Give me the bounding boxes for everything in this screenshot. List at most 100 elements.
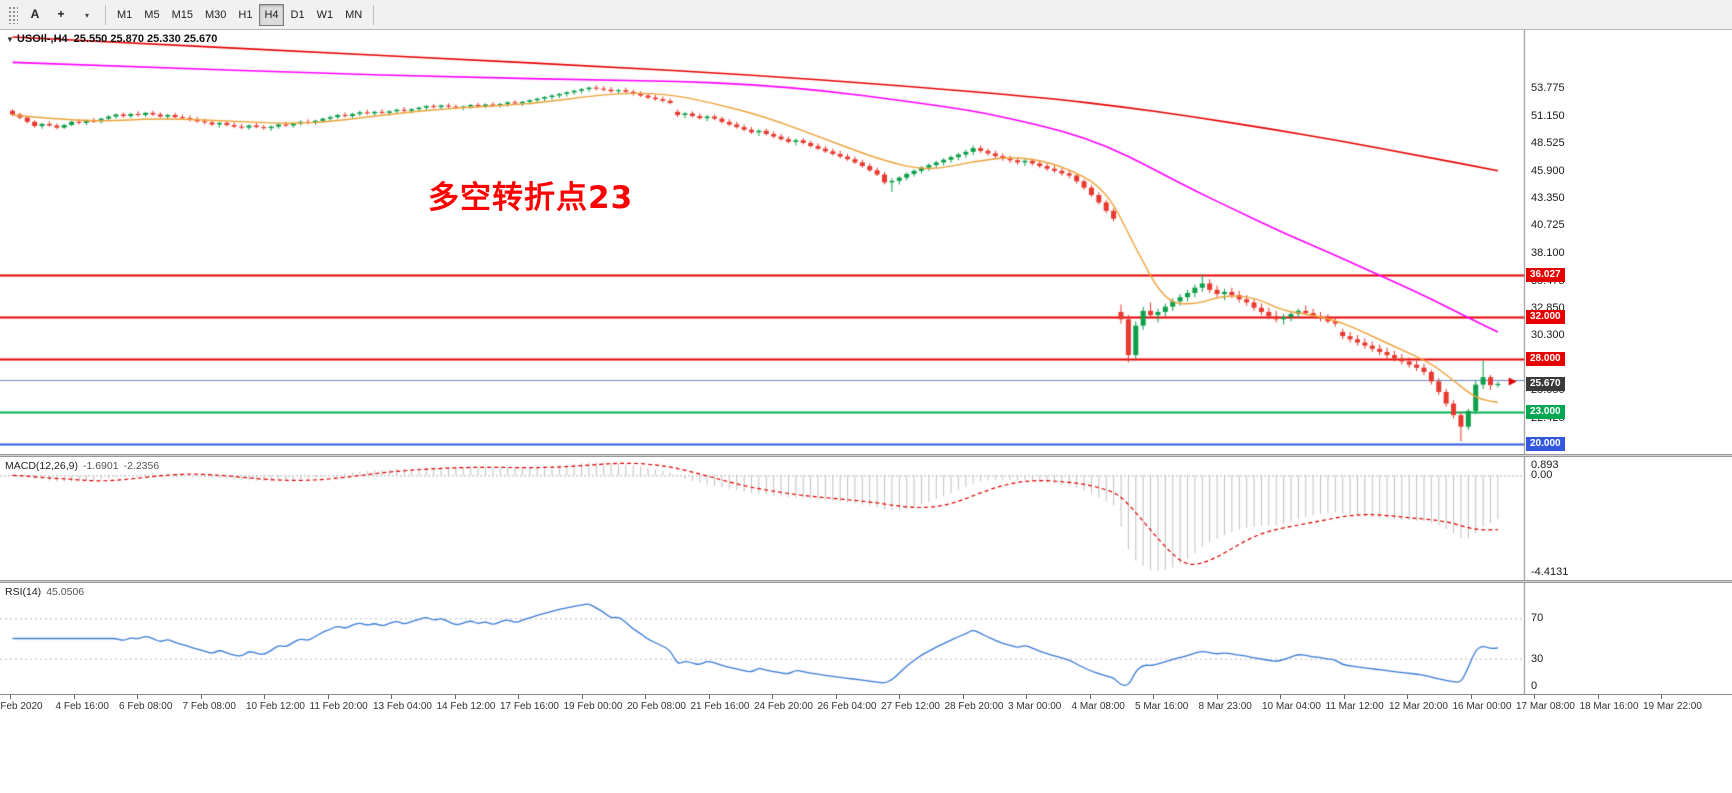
ohlc-values: 25.550 25.870 25.330 25.670 <box>73 33 218 45</box>
timeframe-button-d1[interactable]: D1 <box>290 8 305 21</box>
price-badge-20.000: 20.000 <box>1526 436 1565 451</box>
time-tick <box>73 695 75 699</box>
top-toolbar: A + ▾ M1 M5 M15 M30 H1 H4 D1 W1 MN <box>0 0 1732 30</box>
rsi-label: RSI(14) 45.0506 <box>5 586 84 598</box>
time-tick <box>264 695 265 699</box>
time-axis-label: 28 Feb 20:00 <box>944 701 1004 712</box>
macd-canvas[interactable] <box>0 457 1732 580</box>
time-axis-label: 10 Feb 12:00 <box>246 701 305 712</box>
time-tick <box>962 695 964 699</box>
timeframe-button-h1[interactable]: H1 <box>238 8 253 21</box>
time-axis-label: 10 Mar 04:00 <box>1262 701 1321 712</box>
time-tick <box>645 695 646 699</box>
time-axis-label: 3 Feb 2020 <box>0 701 43 712</box>
time-tick <box>1026 695 1027 699</box>
price-axis-label: 43.350 <box>1531 191 1565 204</box>
price-axis-label: 30.300 <box>1531 329 1565 342</box>
time-axis-label: 26 Feb 04:00 <box>817 701 877 712</box>
rsi-axis-label: 70 <box>1531 612 1544 625</box>
timeframe-button-mn[interactable]: MN <box>345 8 363 21</box>
price-badge-25.670: 25.670 <box>1526 376 1565 391</box>
time-tick <box>518 695 519 699</box>
time-tick <box>10 695 11 699</box>
timeframe-button-m5[interactable]: M5 <box>144 8 160 21</box>
time-axis-label: 8 Mar 23:00 <box>1198 701 1252 712</box>
rsi-panel: RSI(14) 45.0506 70 30 0 <box>0 583 1732 694</box>
time-tick <box>454 695 456 699</box>
time-tick <box>1534 695 1535 699</box>
time-tick <box>708 695 710 699</box>
time-axis-label: 6 Feb 08:00 <box>119 701 173 712</box>
chart-title: ▼ USOIl-,H4 25.550 25.870 25.330 25.670 <box>6 33 217 45</box>
timeframe-button-m30[interactable]: M30 <box>204 8 227 21</box>
time-tick <box>200 695 202 699</box>
price-axis-label: 40.725 <box>1531 219 1565 232</box>
price-axis-label: 53.775 <box>1531 81 1565 94</box>
timeframe-button-m1[interactable]: M1 <box>117 8 133 21</box>
price-badge-28.000: 28.000 <box>1526 352 1565 367</box>
rsi-axis-label: 0 <box>1531 680 1538 692</box>
tool-dropdown[interactable]: ▾ <box>84 10 89 20</box>
price-axis-label: 48.525 <box>1531 137 1565 150</box>
macd-name: MACD(12,26,9) <box>5 460 78 472</box>
time-axis-label: 4 Feb 16:00 <box>55 701 109 712</box>
time-tick <box>1089 695 1091 699</box>
macd-panel: MACD(12,26,9) -1.6901 -2.2356 0.893 0.00 -4.… <box>0 457 1732 580</box>
text-tool[interactable]: A <box>30 6 40 21</box>
main-chart-panel: ▼ USOIl-,H4 25.550 25.870 25.330 25.670 多空… <box>0 30 1732 454</box>
time-axis-label: 20 Feb 08:00 <box>627 701 686 712</box>
timeframe-button-h4[interactable]: H4 <box>259 3 284 26</box>
time-axis-label: 12 Mar 20:00 <box>1389 701 1448 712</box>
price-badge-36.027: 36.027 <box>1526 267 1565 282</box>
time-tick <box>1661 695 1662 699</box>
macd-axis-label: -4.4131 <box>1531 566 1569 578</box>
time-tick <box>1597 695 1599 699</box>
time-axis-label: 7 Feb 08:00 <box>182 701 236 712</box>
time-axis-label: 19 Feb 00:00 <box>563 701 623 712</box>
time-axis-label: 17 Mar 08:00 <box>1516 701 1575 712</box>
time-axis-label: 5 Mar 16:00 <box>1135 701 1189 712</box>
time-axis-label: 19 Mar 22:00 <box>1643 701 1702 712</box>
time-tick <box>1280 695 1281 699</box>
time-tick <box>835 695 837 699</box>
toolbar-grip[interactable] <box>8 5 18 24</box>
timeframe-button-m15[interactable]: M15 <box>171 8 193 21</box>
time-tick <box>772 695 773 699</box>
price-badge-23.000: 23.000 <box>1526 404 1565 419</box>
price-badge-32.000: 32.000 <box>1526 310 1565 325</box>
time-tick <box>327 695 329 699</box>
rsi-value: 45.0506 <box>46 586 85 598</box>
time-axis-label: 24 Feb 20:00 <box>754 701 813 712</box>
rsi-axis-label: 30 <box>1531 652 1544 665</box>
tool-buttons: A + ▾ <box>22 3 100 27</box>
symbol-period-label: USOIl-,H4 <box>16 33 68 45</box>
time-axis-label: 18 Mar 16:00 <box>1579 701 1639 712</box>
timeframe-buttons: M1 M5 M15 M30 H1 H4 D1 W1 MN <box>111 3 368 26</box>
rsi-canvas[interactable] <box>0 583 1732 694</box>
time-tick <box>899 695 900 699</box>
price-axis-label: 38.100 <box>1531 246 1565 259</box>
time-axis[interactable]: 3 Feb 2020 4 Feb 16:00 6 Feb 08:00 7 Feb 08… <box>0 694 1732 717</box>
time-axis-label: 13 Feb 04:00 <box>373 701 432 712</box>
main-chart-canvas[interactable] <box>0 30 1732 454</box>
time-axis-label: 14 Feb 12:00 <box>436 701 496 712</box>
price-axis-label: 45.900 <box>1531 164 1565 177</box>
time-axis-label: 11 Mar 12:00 <box>1325 701 1384 712</box>
time-tick <box>391 695 392 699</box>
toolbar-separator <box>105 4 106 25</box>
time-axis-label: 11 Feb 20:00 <box>309 701 368 712</box>
time-axis-label: 21 Feb 16:00 <box>690 701 750 712</box>
macd-axis-label: 0.893 <box>1531 459 1559 471</box>
toolbar-separator-2 <box>373 4 375 25</box>
symbol-dropdown-icon[interactable]: ▼ <box>6 35 14 44</box>
time-axis-label: 3 Mar 00:00 <box>1008 701 1062 712</box>
panel-separator-macd[interactable] <box>0 454 1732 457</box>
time-tick <box>137 695 138 699</box>
time-axis-label: 16 Mar 00:00 <box>1452 701 1512 712</box>
crosshair-tool[interactable]: + <box>57 6 65 21</box>
time-axis-label: 17 Feb 16:00 <box>500 701 559 712</box>
timeframe-button-w1[interactable]: W1 <box>316 8 334 21</box>
panel-separator-rsi[interactable] <box>0 580 1732 583</box>
chart-text-annotation[interactable]: 多空转折点23 <box>428 180 634 216</box>
bottom-whitespace <box>0 717 1732 791</box>
